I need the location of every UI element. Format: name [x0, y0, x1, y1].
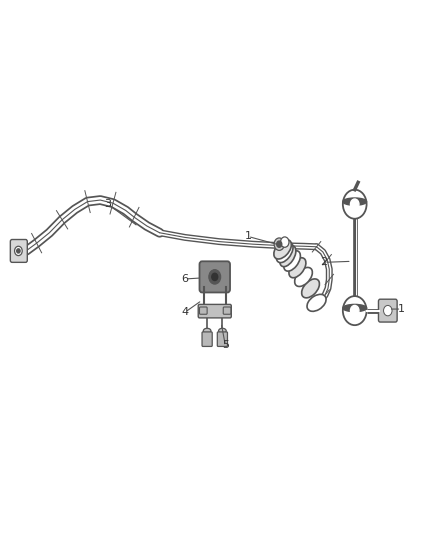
Ellipse shape [289, 258, 306, 278]
Circle shape [209, 270, 221, 284]
Ellipse shape [274, 240, 291, 259]
Ellipse shape [343, 198, 367, 205]
FancyBboxPatch shape [202, 332, 212, 346]
Ellipse shape [343, 304, 367, 312]
FancyBboxPatch shape [378, 299, 397, 322]
Ellipse shape [219, 328, 226, 334]
FancyBboxPatch shape [11, 239, 27, 262]
Circle shape [14, 246, 22, 256]
Text: 4: 4 [181, 307, 189, 317]
Ellipse shape [295, 268, 312, 286]
Text: 1: 1 [398, 304, 405, 314]
Text: 2: 2 [321, 257, 328, 268]
Text: 6: 6 [182, 274, 189, 284]
Text: 5: 5 [222, 341, 229, 350]
FancyBboxPatch shape [223, 307, 231, 314]
FancyBboxPatch shape [198, 304, 231, 318]
Circle shape [274, 238, 284, 251]
Circle shape [350, 305, 359, 316]
FancyBboxPatch shape [199, 261, 230, 293]
Circle shape [384, 305, 392, 316]
FancyBboxPatch shape [199, 307, 207, 314]
Ellipse shape [203, 328, 211, 334]
Circle shape [350, 199, 359, 209]
Ellipse shape [276, 242, 293, 263]
Circle shape [17, 249, 20, 253]
FancyBboxPatch shape [217, 332, 227, 346]
Circle shape [277, 241, 282, 247]
Ellipse shape [280, 246, 296, 266]
Circle shape [212, 273, 218, 280]
Text: 3: 3 [104, 199, 111, 209]
Text: 1: 1 [244, 231, 251, 241]
Ellipse shape [307, 294, 326, 311]
Circle shape [280, 237, 289, 247]
Circle shape [343, 190, 367, 219]
Ellipse shape [284, 251, 300, 271]
Ellipse shape [302, 279, 319, 298]
Circle shape [343, 296, 367, 325]
